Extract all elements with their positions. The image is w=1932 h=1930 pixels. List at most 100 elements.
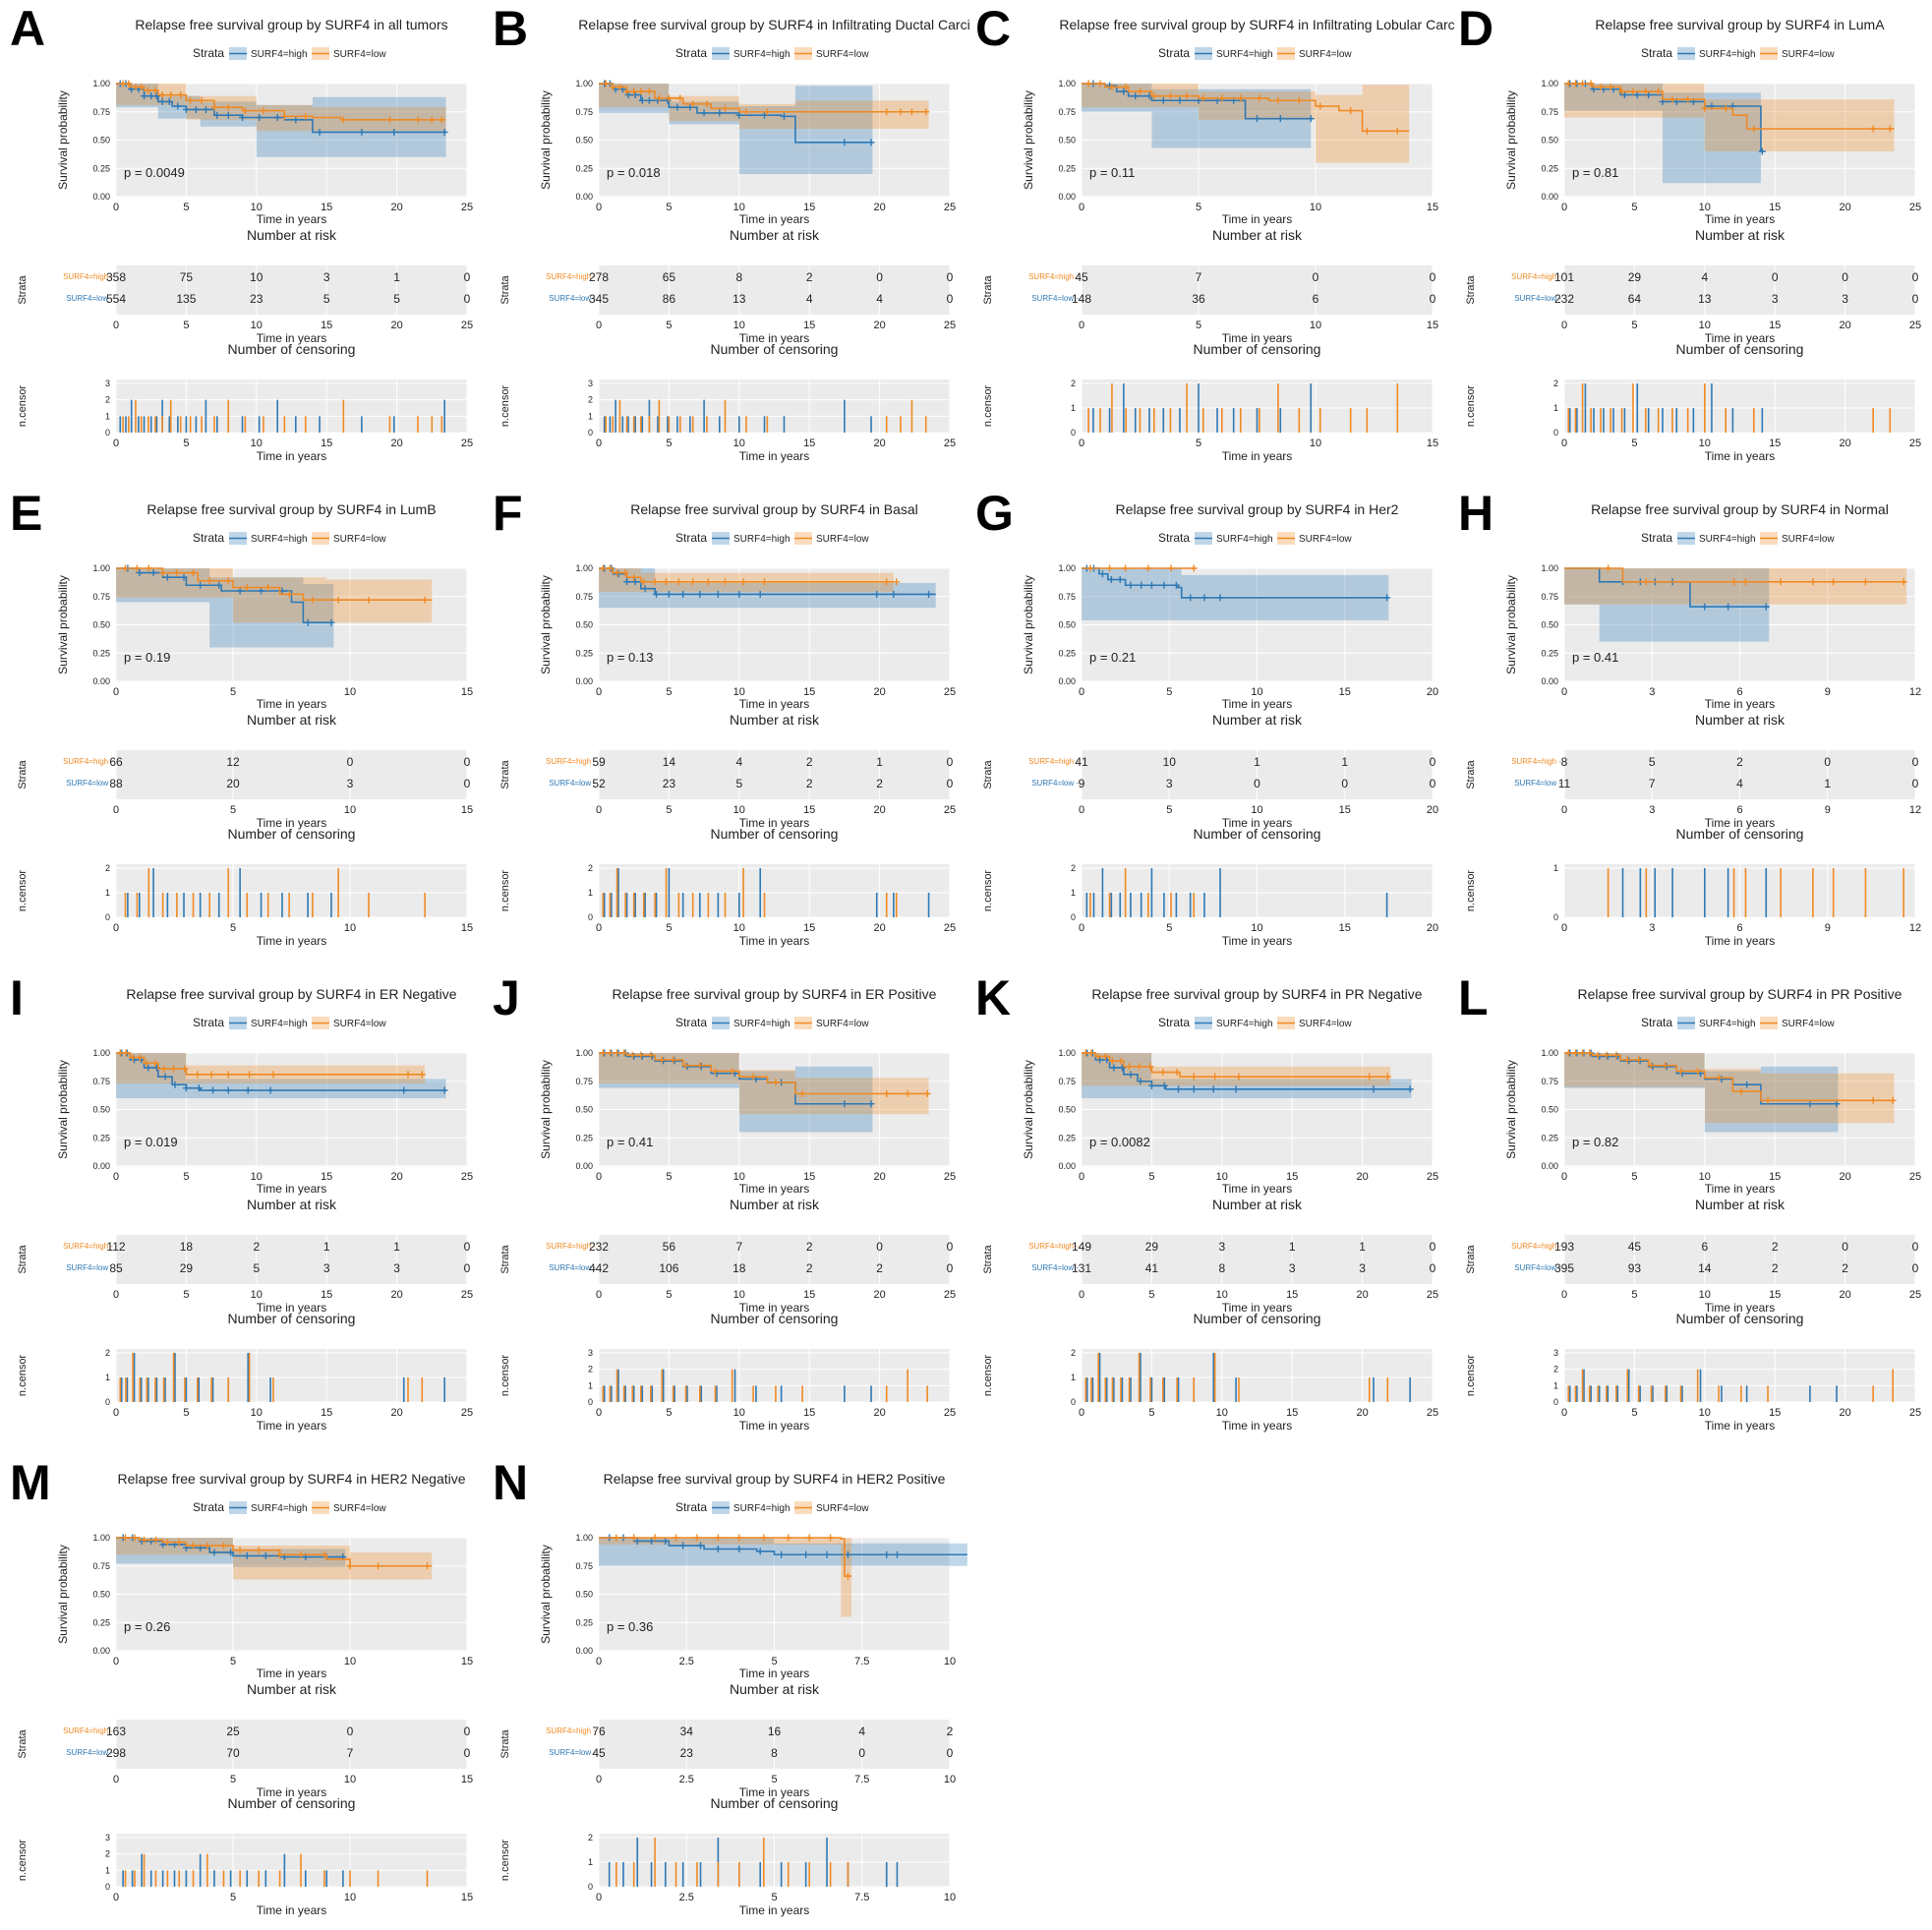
risk-x-tick-label: 10 [1699,1289,1711,1301]
km-x-tick-label: 10 [344,1656,356,1667]
censor-y-axis-label: n.censor [982,870,994,912]
risk-x-tick-label: 25 [944,1289,956,1301]
km-y-tick-label: 1.00 [575,1533,593,1543]
km-censor-mark-low [1597,83,1605,90]
legend-label-high: SURF4=high [251,1019,308,1029]
km-censor-mark-low [173,569,181,577]
km-y-axis-label: Survival probability [1504,1060,1518,1159]
risk-count: 7 [735,1240,742,1254]
km-censor-mark-low [1586,1049,1594,1057]
risk-count: 345 [589,292,609,306]
km-censor-mark-high [756,590,764,598]
censor-y-tick-label: 0 [1553,912,1558,922]
km-censor-mark-low [1101,1052,1109,1060]
censor-x-tick-label: 10 [1251,922,1262,934]
km-censor-mark-low [1383,1073,1391,1081]
km-censor-mark-low [255,1547,263,1554]
km-x-tick-label: 15 [803,1171,815,1183]
censor-x-tick-label: 15 [803,1407,815,1419]
km-censor-mark-low [614,569,621,577]
km-censor-mark-low [621,569,629,577]
risk-count: 65 [663,270,676,284]
censor-y-tick-label: 2 [1071,1348,1076,1358]
censor-plot-title: Number of censoring [228,341,356,357]
censor-x-tick-label: 10 [1699,1407,1711,1419]
risk-row-label-low: SURF4=low - [1031,1263,1079,1272]
panel-letter: A [10,1,45,56]
risk-x-axis-label: Time in years [1222,1301,1293,1315]
risk-row-label-high: SURF4=high - [1511,757,1561,766]
risk-count: 0 [1842,270,1848,284]
km-censor-mark-high [735,590,743,598]
km-censor-mark-low [647,1051,655,1059]
censor-x-tick-label: 15 [803,922,815,934]
risk-count: 2 [806,777,813,790]
legend-label-high: SURF4=high [1699,534,1756,545]
legend-label-low: SURF4=low [1782,534,1835,545]
panel-title: Relapse free survival group by SURF4 in … [1091,986,1422,1002]
risk-table-area [1564,1235,1915,1284]
km-censor-mark-high [648,1537,656,1545]
risk-count: 23 [250,292,263,306]
km-censor-mark-low [424,1562,432,1570]
km-censor-mark-high [440,1086,448,1094]
risk-count: 36 [1192,292,1205,306]
risk-x-tick-label: 5 [666,804,672,816]
km-censor-mark-high [1758,147,1766,155]
panel-i: I Relapse free survival group by SURF4 in… [10,970,473,1433]
km-y-tick-label: 0.50 [92,620,110,630]
risk-x-tick-label: 7.5 [854,1774,869,1785]
censor-plot-title: Number of censoring [1194,341,1321,357]
risk-y-axis-label: Strata [1465,274,1477,304]
km-y-tick-label: 0.50 [1541,620,1558,630]
km-censor-mark-high [623,578,631,586]
censor-plot-area [116,1349,467,1402]
km-curve-high [1082,567,1389,599]
censor-y-tick-label: 0 [1553,1397,1558,1407]
p-value: p = 0.41 [1572,650,1618,665]
km-censor-mark-high [697,1542,705,1550]
risk-y-axis-label: Strata [17,1728,29,1758]
km-censor-mark-low [334,596,342,604]
km-censor-mark-low [159,569,167,577]
km-x-tick-label: 5 [771,1656,777,1667]
km-x-tick-label: 5 [230,1656,236,1667]
panel-title: Relapse free survival group by SURF4 in … [1116,501,1399,517]
risk-x-tick-label: 10 [1699,320,1711,331]
ci-ribbon-high [116,84,446,157]
risk-y-axis-label: Strata [17,1244,29,1273]
censor-y-tick-label: 0 [105,1397,110,1407]
km-x-tick-label: 25 [944,686,956,698]
censor-plot-area [599,864,950,917]
km-y-tick-label: 0.75 [92,1077,110,1086]
km-censor-mark-high [1254,115,1260,123]
km-censor-mark-low [414,116,422,124]
km-censor-mark-high [893,1550,901,1558]
risk-count: 0 [947,1240,954,1254]
censor-y-tick-label: 1 [588,411,593,421]
km-censor-mark-high [1147,1082,1155,1089]
legend: Strata SURF4=high SURF4=low [193,531,386,545]
risk-count: 64 [1628,292,1642,306]
risk-count: 193 [1554,1240,1574,1254]
censor-x-tick-label: 15 [461,1892,473,1903]
km-censor-mark-low [628,1051,636,1059]
risk-x-tick-label: 5 [183,1289,189,1301]
km-censor-mark-high [631,578,639,586]
km-censor-mark-low [1167,564,1175,572]
km-censor-mark-high [1833,1100,1841,1108]
legend-label-low: SURF4=low [1299,49,1352,60]
km-censor-mark-high [1118,1064,1126,1072]
risk-table-area [1564,265,1915,315]
risk-x-tick-label: 5 [230,1774,236,1785]
km-y-tick-label: 0.75 [92,1561,110,1571]
km-x-axis-label: Time in years [1222,1182,1293,1196]
km-censor-mark-low [640,578,648,586]
risk-x-tick-label: 15 [803,1289,815,1301]
km-censor-mark-high [1137,1078,1144,1085]
km-censor-mark-high [925,590,933,598]
km-censor-mark-low [1579,80,1587,88]
risk-x-axis-label: Time in years [1705,816,1776,830]
ci-ribbon-high [1082,568,1389,620]
